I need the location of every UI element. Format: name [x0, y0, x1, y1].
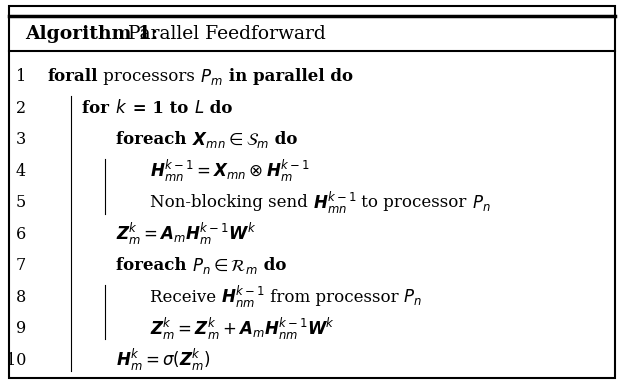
Text: 6: 6	[16, 226, 26, 243]
Text: $\boldsymbol{Z}_m^k = \boldsymbol{A}_m\boldsymbol{H}_m^{k-1}\boldsymbol{W}^k$: $\boldsymbol{Z}_m^k = \boldsymbol{A}_m\b…	[116, 221, 256, 247]
Text: = 1 to: = 1 to	[127, 100, 193, 117]
Text: from processor: from processor	[265, 289, 404, 306]
Text: 8: 8	[16, 289, 26, 306]
Text: 10: 10	[6, 352, 26, 369]
Text: in parallel do: in parallel do	[223, 68, 353, 85]
Text: 2: 2	[16, 100, 26, 117]
Text: 7: 7	[16, 257, 26, 274]
Text: $\boldsymbol{Z}_m^k = \boldsymbol{Z}_m^k + \boldsymbol{A}_m\boldsymbol{H}_{nm}^{: $\boldsymbol{Z}_m^k = \boldsymbol{Z}_m^k…	[150, 316, 335, 342]
Text: $P_n$: $P_n$	[404, 287, 422, 307]
Text: $P_n \in \mathcal{R}_m$: $P_n \in \mathcal{R}_m$	[192, 256, 258, 276]
Text: $\boldsymbol{H}_{mn}^{k-1} = \boldsymbol{X}_{mn} \otimes \boldsymbol{H}_m^{k-1}$: $\boldsymbol{H}_{mn}^{k-1} = \boldsymbol…	[150, 158, 310, 184]
Text: $P_m$: $P_m$	[200, 67, 223, 87]
Text: $L$: $L$	[193, 100, 204, 117]
Text: 9: 9	[16, 320, 26, 337]
Text: forall: forall	[48, 68, 98, 85]
Text: foreach: foreach	[116, 131, 192, 148]
Text: Non-blocking send: Non-blocking send	[150, 194, 313, 211]
Text: Parallel Feedforward: Parallel Feedforward	[128, 25, 326, 43]
Text: $k$: $k$	[114, 99, 127, 117]
Text: $\boldsymbol{H}_{mn}^{k-1}$: $\boldsymbol{H}_{mn}^{k-1}$	[313, 190, 356, 216]
Text: do: do	[269, 131, 297, 148]
Text: $\boldsymbol{H}_{nm}^{k-1}$: $\boldsymbol{H}_{nm}^{k-1}$	[221, 284, 265, 310]
Text: $\boldsymbol{H}_m^k = \sigma(\boldsymbol{Z}_m^k)$: $\boldsymbol{H}_m^k = \sigma(\boldsymbol…	[116, 347, 210, 373]
Text: Algorithm 1:: Algorithm 1:	[25, 25, 158, 43]
Text: do: do	[258, 257, 286, 274]
Text: for: for	[82, 100, 114, 117]
Text: 4: 4	[16, 163, 26, 180]
FancyBboxPatch shape	[9, 6, 615, 378]
Text: 3: 3	[16, 131, 26, 148]
Text: 5: 5	[16, 194, 26, 211]
Text: $P_n$: $P_n$	[471, 193, 490, 213]
Text: 1: 1	[16, 68, 26, 85]
Text: Receive: Receive	[150, 289, 221, 306]
Text: $\boldsymbol{X}_{mn} \in \mathcal{S}_m$: $\boldsymbol{X}_{mn} \in \mathcal{S}_m$	[192, 130, 269, 150]
Text: foreach: foreach	[116, 257, 192, 274]
Text: do: do	[204, 100, 232, 117]
Text: to processor: to processor	[356, 194, 472, 211]
Text: processors: processors	[98, 68, 200, 85]
